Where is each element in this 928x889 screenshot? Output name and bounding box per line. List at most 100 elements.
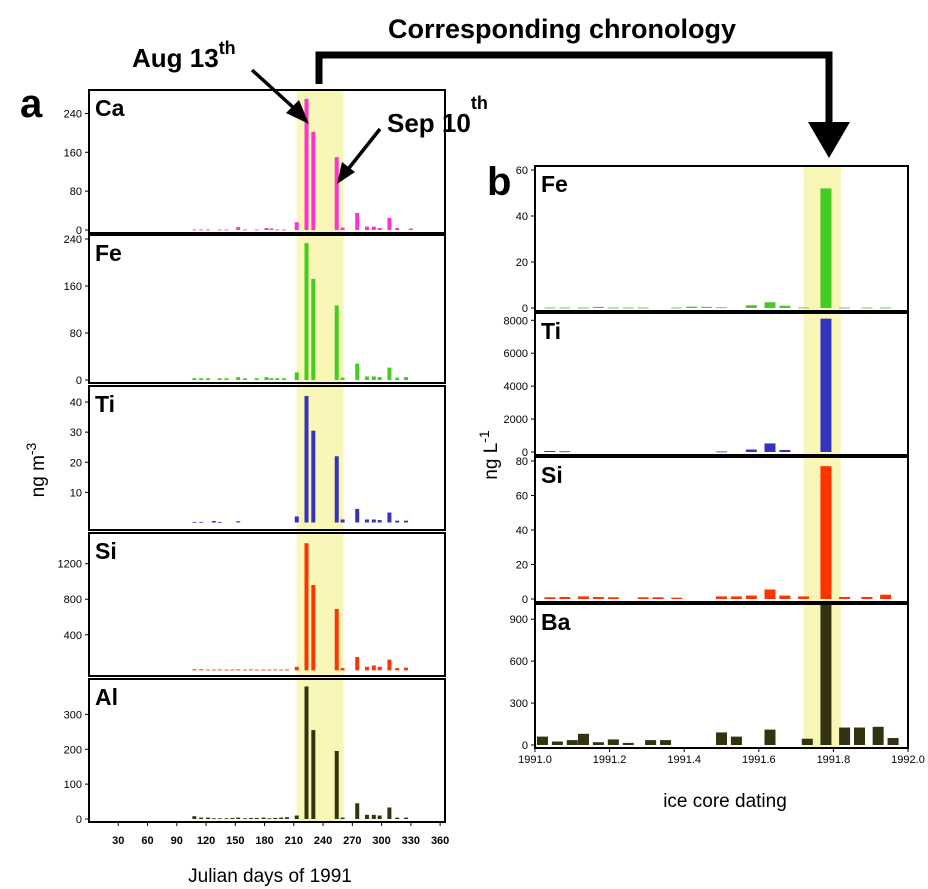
panel-a-ca-bar	[236, 227, 241, 230]
panel-a-al-bar	[211, 818, 216, 820]
panel-a-si-bar	[304, 543, 309, 671]
panel-a-ca-bar	[282, 229, 287, 231]
panel-b-label: b	[487, 160, 511, 204]
panel-a-ca-bar	[311, 131, 316, 230]
panel-a-fe-bar	[304, 243, 309, 380]
panel-a-fe-bar	[395, 377, 400, 380]
annotation-sep-10-sup: th	[471, 93, 488, 113]
panel-b-ba-y-tick-label: 600	[510, 656, 528, 668]
panel-a-al-bar	[377, 815, 382, 819]
panel-b-si-element-label: Si	[541, 462, 563, 488]
panel-a-fe-bar	[403, 377, 408, 380]
panel-a-al-bar	[199, 817, 204, 819]
panel-b-ba-element-label: Ba	[541, 609, 571, 635]
panel-b-si-bar	[577, 596, 589, 599]
chart-title: Corresponding chronology	[388, 14, 736, 44]
panel-a-ca-bar	[269, 228, 274, 230]
panel-b-si-bar	[671, 597, 683, 599]
panel-a-si-bar	[294, 666, 299, 671]
annotation-aug-13-sup: th	[219, 38, 236, 58]
panel-b-ba-y-tick-label: 300	[510, 698, 528, 710]
panel-a-x-tick-label: 240	[314, 835, 332, 847]
panel-b-ba-bar	[536, 736, 548, 745]
panel-a-ti-y-tick-label: 10	[70, 487, 82, 499]
panel-b-ti-bar	[745, 449, 757, 452]
panel-a-fe-element-label: Fe	[95, 240, 122, 266]
panel-a-al-bar	[294, 815, 299, 819]
panel-b-fe-y-tick-label: 60	[516, 165, 528, 177]
panel-a-al-bar	[254, 817, 259, 819]
panel-a-al-bar	[279, 817, 284, 819]
panel-a-fe-bar	[387, 367, 392, 380]
panel-b-ti-bar	[820, 318, 832, 452]
panel-b-fe-frame	[534, 165, 909, 312]
panel-b-y-axis-label: ng L-1	[476, 430, 502, 480]
chronology-arrowhead	[808, 122, 850, 158]
panel-b-fe-y-tick-label: 0	[522, 303, 528, 315]
panel-a-x-tick-label: 270	[343, 835, 361, 847]
panel-a-ca-bar	[377, 228, 382, 230]
panel-a-fe-bar	[282, 378, 287, 380]
annotation-sep-10-text: Sep 10	[387, 108, 471, 138]
panel-a-fe-frame	[88, 234, 446, 384]
panel-b-fe-bar	[637, 307, 649, 309]
panel-a-ti-bar	[304, 396, 309, 523]
panel-a-ti-y-tick-label: 30	[70, 427, 82, 439]
annotation-aug-13: Aug 13th	[132, 38, 236, 73]
panel-b-ti-frame	[534, 312, 909, 456]
panel-a-al-bar	[224, 818, 229, 820]
panel-b-x-axis-label: ice core dating	[663, 791, 787, 812]
panel-b-fe-bar	[607, 307, 619, 309]
panel-b-y-label-sup: -1	[476, 430, 492, 443]
panel-a-si-bar	[217, 669, 222, 671]
panel-a-fe-bar	[199, 378, 204, 380]
panel-a-ti-frame	[88, 385, 446, 531]
panel-b-si-bar	[730, 596, 742, 599]
panel-b-fe-y-tick-label: 20	[516, 257, 528, 269]
panel-a-fe-bar	[205, 378, 210, 380]
panel-a-fe-bar	[224, 378, 229, 380]
panel-a-fe-bar	[377, 377, 382, 380]
panel-b-si-bar	[559, 596, 571, 599]
panel-a-label: a	[20, 82, 43, 126]
panel-a-ca-y-tick-label: 240	[64, 108, 82, 120]
panel-b-si-bar	[637, 597, 649, 599]
panel-a-al-bar	[340, 817, 345, 819]
panel-b-ba-bar	[764, 729, 776, 745]
panel-a-al-bar	[371, 814, 376, 819]
panel-b-ba-bar	[577, 733, 589, 745]
panel-a-fe-bar	[340, 377, 345, 380]
panel-b-x-tick-label: 1991.4	[667, 754, 701, 766]
panel-b-si-y-tick-label: 60	[516, 491, 528, 503]
panel-a-si-bar	[267, 669, 272, 671]
panel-b-ti-bar	[544, 451, 556, 452]
panel-a-al-bar	[395, 817, 400, 819]
panel-b-ba-bar	[801, 738, 813, 745]
panel-b-fe-bar	[592, 306, 604, 308]
panel-b-fe-bar	[559, 307, 571, 309]
panel-a-ca-bar	[264, 228, 269, 230]
panel-a-al-bar	[267, 818, 272, 820]
panel-a-ti-bar	[403, 520, 408, 523]
panel-a-ca-bar	[371, 226, 376, 230]
panel-a-ti-bar	[192, 521, 197, 523]
panel-a-al-bar	[284, 817, 289, 819]
panel-b-fe-bar	[764, 302, 776, 308]
panel-a-ca-bar	[340, 227, 345, 230]
panel-b-ba-bar	[716, 732, 727, 745]
panel-b-ba-bar	[566, 740, 578, 745]
panel-b-y-label-text: ng L	[481, 443, 502, 480]
panel-a-ca-bar	[395, 228, 400, 230]
panel-b-ti-bar	[764, 443, 776, 452]
panel-b-fe-bar	[798, 307, 810, 309]
panel-a-ca-bar	[334, 157, 339, 230]
panel-a-ti-bar	[334, 456, 339, 523]
panel-a-ti-bar	[387, 512, 392, 523]
panel-a-ti-bar	[340, 519, 345, 523]
panel-a-al-bar	[261, 817, 266, 819]
panel-a-x-tick-label: 90	[171, 835, 183, 847]
panel-b-fe-y-tick-label: 40	[516, 211, 528, 223]
panel-b-fe-bar	[839, 307, 851, 309]
panel-a-x-tick-label: 180	[255, 835, 273, 847]
chronology-connector	[315, 51, 833, 128]
